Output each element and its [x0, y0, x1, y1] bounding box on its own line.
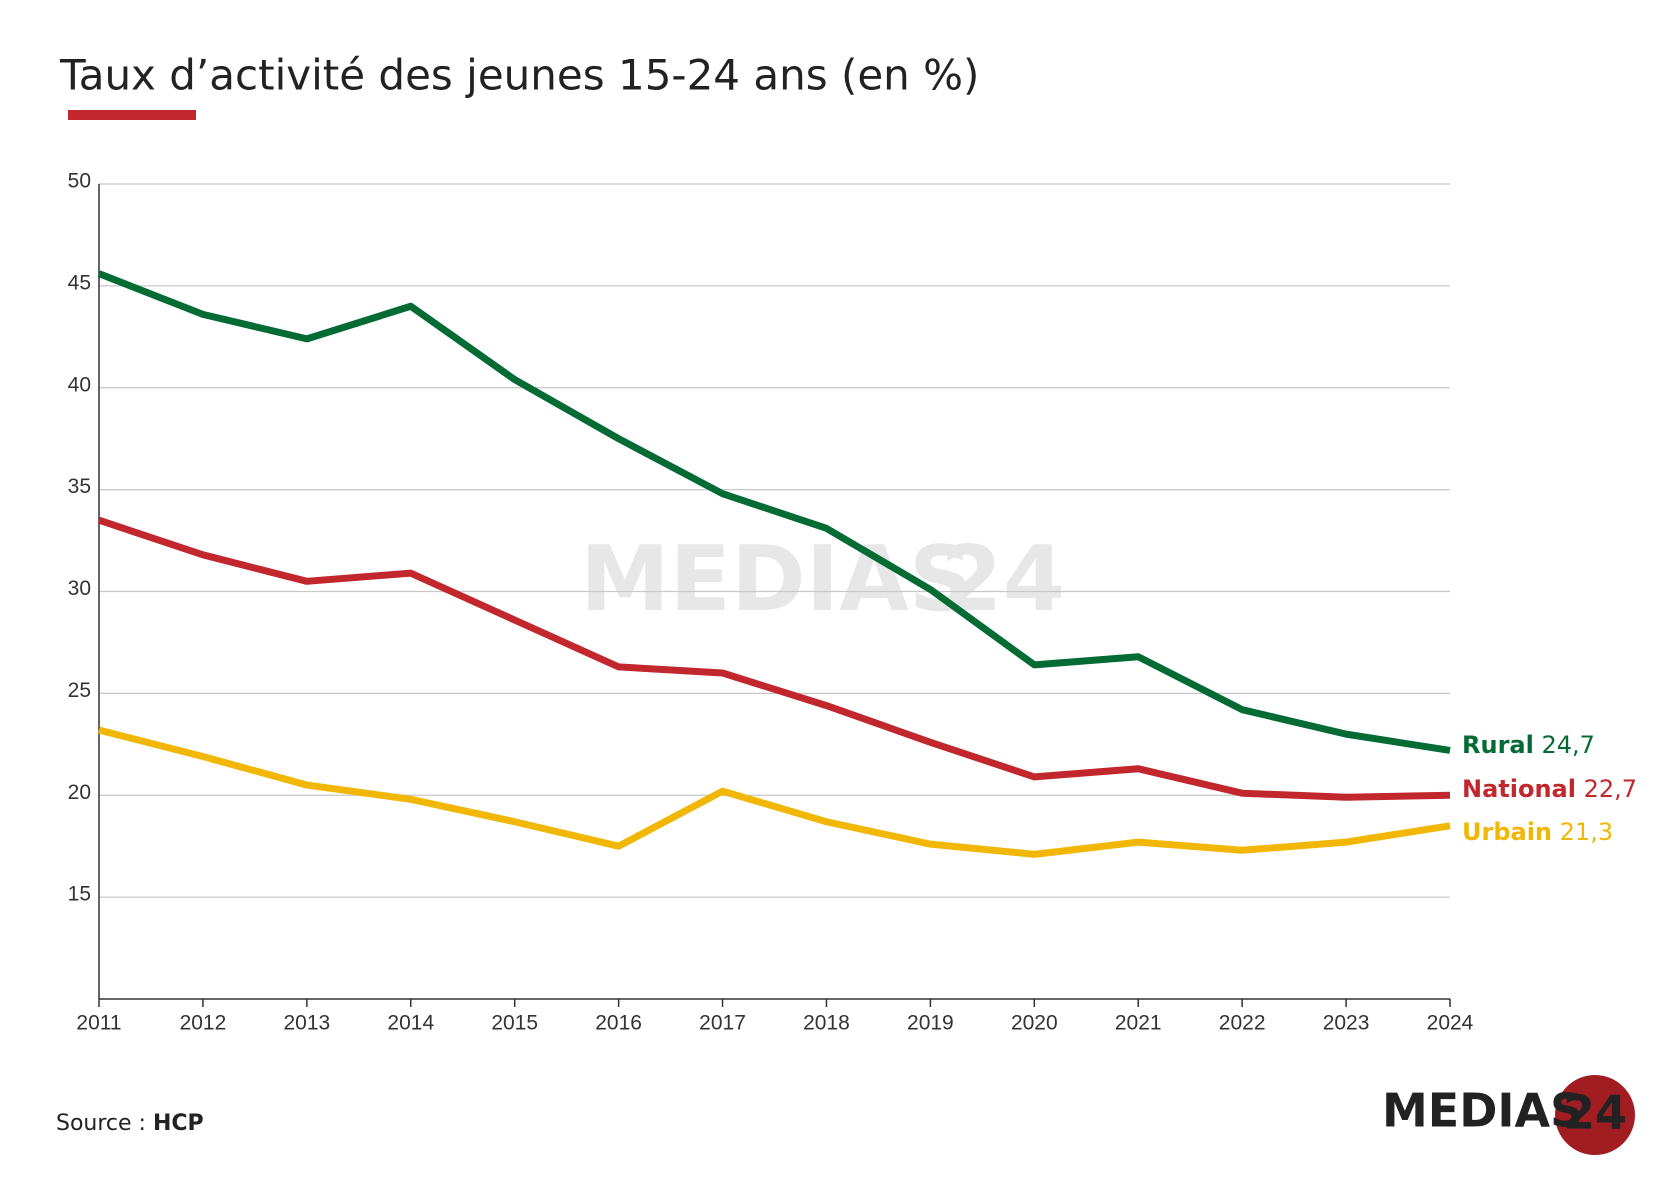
- x-tick-label: 2015: [491, 1012, 538, 1035]
- y-tick-label: 30: [68, 577, 91, 600]
- legend-name: Rural: [1462, 731, 1534, 759]
- series-line: [97, 270, 1451, 754]
- logo-number: 24: [1563, 1086, 1627, 1140]
- series-end-label: Rural 24,7: [1462, 731, 1595, 759]
- x-tick-label: 2016: [595, 1012, 642, 1035]
- source-label: Source :: [56, 1111, 146, 1136]
- logo-text: MEDIAS: [1382, 1084, 1583, 1138]
- x-tick-label: 2013: [283, 1012, 330, 1035]
- logo-circle: [1555, 1075, 1635, 1155]
- series-end-label: National 22,7: [1462, 775, 1637, 803]
- watermark-number: 24: [940, 527, 1065, 632]
- source-value: HCP: [153, 1111, 204, 1136]
- x-tick-label: 2021: [1115, 1012, 1162, 1035]
- y-tick-label: 25: [68, 679, 91, 702]
- legend-name: National: [1462, 775, 1576, 803]
- x-tick-label: 2014: [387, 1012, 434, 1035]
- y-tick-label: 35: [68, 475, 91, 498]
- x-tick-label: 2020: [1011, 1012, 1058, 1035]
- source: Source : HCP: [56, 1111, 204, 1136]
- x-tick-label: 2023: [1323, 1012, 1370, 1035]
- x-tick-label: 2024: [1427, 1012, 1474, 1035]
- legend-value: 21,3: [1560, 818, 1613, 846]
- x-tick-label: 2012: [180, 1012, 227, 1035]
- legend-value: 24,7: [1541, 731, 1594, 759]
- chart-title: Taux d’activité des jeunes 15-24 ans (en…: [59, 51, 979, 100]
- watermark: MEDIAS 24: [580, 527, 1065, 632]
- x-tick-label: 2017: [699, 1012, 746, 1035]
- logo: MEDIAS 24: [1382, 1075, 1635, 1155]
- x-tick-label: 2022: [1219, 1012, 1266, 1035]
- x-tick-label: 2011: [76, 1012, 121, 1035]
- title-underline: [68, 110, 196, 120]
- series-line: [97, 516, 1451, 801]
- legend-name: Urbain: [1462, 818, 1552, 846]
- y-tick-label: 45: [68, 271, 91, 294]
- y-tick-label: 50: [68, 170, 91, 193]
- y-tick-label: 40: [68, 373, 91, 396]
- legend-value: 22,7: [1584, 775, 1637, 803]
- series-end-label: Urbain 21,3: [1462, 818, 1613, 846]
- y-tick-label: 15: [68, 883, 91, 906]
- series-line: [98, 726, 1451, 858]
- x-tick-label: 2018: [803, 1012, 850, 1035]
- y-tick-label: 20: [68, 781, 91, 804]
- x-tick-label: 2019: [907, 1012, 954, 1035]
